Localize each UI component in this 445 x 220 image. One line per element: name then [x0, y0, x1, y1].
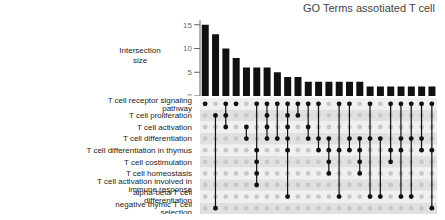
- svg-text:10: 10: [183, 44, 192, 53]
- svg-text:T cell homeostasis: T cell homeostasis: [126, 169, 192, 178]
- svg-text:T cell differentiation in thym: T cell differentiation in thymus: [86, 146, 192, 155]
- svg-text:T cell activation involved ini: T cell activation involved inimmune resp…: [97, 177, 193, 194]
- svg-text:T cell costimulation: T cell costimulation: [124, 158, 192, 167]
- svg-text:T cell activation: T cell activation: [137, 123, 192, 132]
- svg-text:T cell differentiation: T cell differentiation: [123, 134, 192, 143]
- svg-text:5: 5: [188, 68, 193, 77]
- svg-text:15: 15: [183, 21, 192, 30]
- svg-text:T cell receptor signalingpathw: T cell receptor signalingpathway: [108, 96, 192, 113]
